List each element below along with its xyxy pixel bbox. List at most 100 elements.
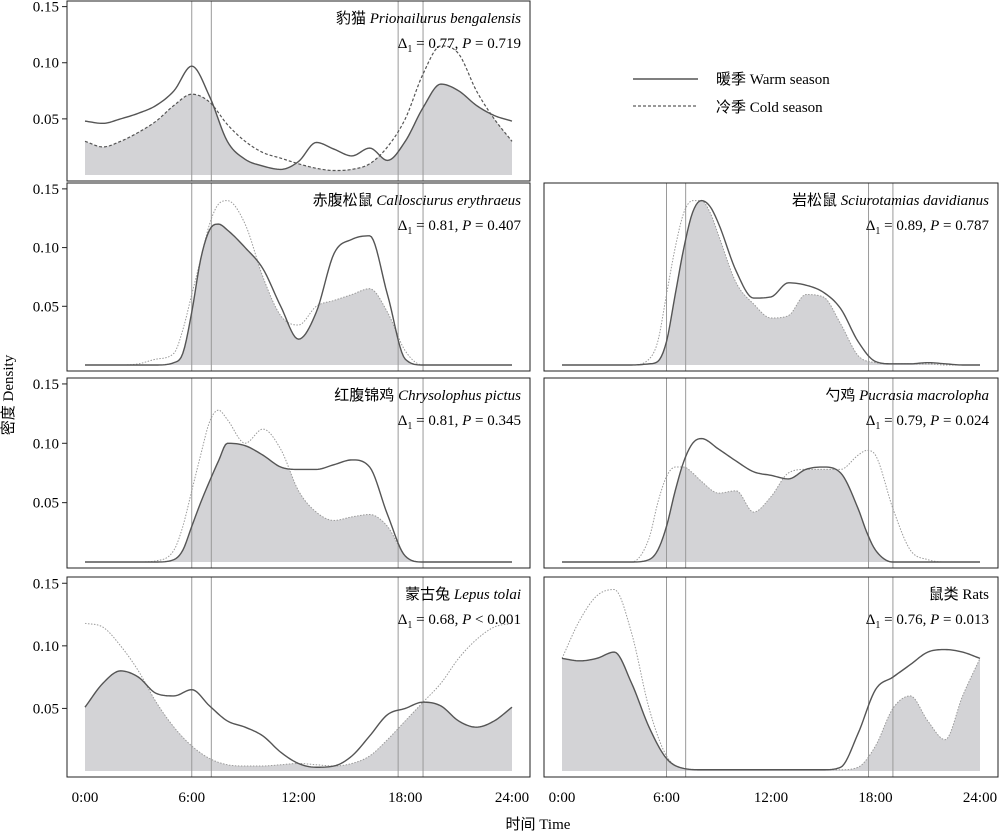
overlap-stat: Δ1 = 0.81, P = 0.345 bbox=[398, 413, 521, 432]
legend: 暖季 Warm season 冷季 Cold season bbox=[633, 71, 830, 116]
panel-frame bbox=[66, 377, 531, 569]
x-tick-label: 18:00 bbox=[388, 790, 422, 806]
warm-season-line bbox=[85, 223, 512, 366]
y-tick-label: 0.15 bbox=[33, 182, 59, 198]
y-tick-label: 0.10 bbox=[33, 639, 59, 655]
panels-layer: 0.05 0.10 0.15 豹猫 Prionailurus bengalensis Δ… bbox=[33, 0, 999, 778]
delta-symbol: Δ bbox=[398, 413, 408, 429]
overlap-stat: Δ1 = 0.77, P = 0.719 bbox=[398, 36, 521, 55]
delta-value: = 0.77, bbox=[412, 36, 462, 52]
panel-4: 0.05 0.10 0.15 红腹锦鸡 Chrysolophus pictus Δ1 =… bbox=[33, 377, 531, 569]
x-tick-labels-right: 0:00 6:00 12:00 18:00 24:00 bbox=[549, 790, 997, 806]
p-symbol: P bbox=[461, 218, 471, 234]
species-name-sci: Lepus tolai bbox=[453, 587, 521, 603]
delta-symbol: Δ bbox=[866, 413, 876, 429]
cold-season-line bbox=[85, 409, 512, 563]
x-tick-label: 0:00 bbox=[72, 790, 99, 806]
p-symbol: P bbox=[461, 413, 471, 429]
species-name-sci: Pucrasia macrolopha bbox=[858, 388, 989, 404]
x-tick-labels-left: 0:00 6:00 12:00 18:00 24:00 bbox=[72, 790, 529, 806]
delta-value: = 0.81, bbox=[412, 413, 462, 429]
panel-7: 鼠类 Rats Δ1 = 0.76, P = 0.013 bbox=[543, 576, 999, 778]
overlap-stat: Δ1 = 0.89, P = 0.787 bbox=[866, 218, 990, 237]
x-tick-label: 18:00 bbox=[858, 790, 892, 806]
x-axis-title: 时间 Time bbox=[506, 816, 571, 833]
p-value: < 0.001 bbox=[471, 612, 521, 628]
x-tick-label: 6:00 bbox=[653, 790, 680, 806]
y-tick-label: 0.15 bbox=[33, 576, 59, 592]
panel-title: 红腹锦鸡 Chrysolophus pictus bbox=[334, 387, 521, 404]
species-name-sci: Rats bbox=[962, 587, 989, 603]
species-name-sci: Chrysolophus pictus bbox=[398, 388, 521, 404]
species-name-sci: Callosciurus erythraeus bbox=[376, 193, 521, 209]
delta-symbol: Δ bbox=[866, 218, 876, 234]
delta-subscript: 1 bbox=[407, 620, 412, 631]
warm-season-line bbox=[562, 437, 980, 563]
overlap-area bbox=[85, 224, 512, 365]
panel-frame bbox=[543, 576, 999, 778]
warm-season-line bbox=[85, 442, 512, 563]
panel-5: 勺鸡 Pucrasia macrolopha Δ1 = 0.79, P = 0.0… bbox=[543, 377, 999, 569]
x-tick-label: 12:00 bbox=[754, 790, 788, 806]
overlap-area bbox=[85, 670, 512, 771]
overlap-area bbox=[562, 200, 980, 365]
panel-frame bbox=[66, 182, 531, 372]
legend-warm-label: 暖季 Warm season bbox=[716, 71, 830, 88]
p-symbol: P bbox=[929, 218, 939, 234]
x-tick-label: 0:00 bbox=[549, 790, 576, 806]
panel-frame bbox=[543, 377, 999, 569]
species-name-sci: Prionailurus bengalensis bbox=[369, 11, 521, 27]
y-tick-label: 0.05 bbox=[33, 112, 59, 128]
p-value: = 0.345 bbox=[471, 413, 521, 429]
p-value: = 0.407 bbox=[471, 218, 521, 234]
panel-title: 鼠类 Rats bbox=[929, 586, 990, 603]
overlap-stat: Δ1 = 0.68, P < 0.001 bbox=[398, 612, 521, 631]
y-tick-label: 0.10 bbox=[33, 241, 59, 257]
delta-value: = 0.68, bbox=[412, 612, 462, 628]
overlap-area bbox=[562, 652, 980, 771]
y-axis-title: 密度 Density bbox=[0, 354, 17, 435]
species-name-cn: 鼠类 bbox=[929, 586, 963, 603]
panel-1: 0.05 0.10 0.15 豹猫 Prionailurus bengalensis Δ… bbox=[33, 0, 531, 182]
legend-cold-label: 冷季 Cold season bbox=[716, 99, 823, 116]
warm-season-line bbox=[84, 65, 513, 171]
species-name-cn: 豹猫 bbox=[336, 10, 370, 27]
delta-value: = 0.81, bbox=[412, 218, 462, 234]
x-tick-label: 12:00 bbox=[281, 790, 315, 806]
panel-title: 蒙古兔 Lepus tolai bbox=[405, 586, 521, 603]
panel-title: 岩松鼠 Sciurotamias davidianus bbox=[792, 192, 989, 209]
delta-value: = 0.79, bbox=[880, 413, 930, 429]
panel-2: 0.05 0.10 0.15 赤腹松鼠 Callosciurus erythraeus… bbox=[33, 182, 531, 372]
species-name-cn: 岩松鼠 bbox=[792, 192, 841, 209]
species-name-sci: Sciurotamias davidianus bbox=[841, 193, 989, 209]
y-tick-label: 0.05 bbox=[33, 299, 59, 315]
x-tick-label: 24:00 bbox=[963, 790, 997, 806]
panel-frame bbox=[66, 0, 531, 182]
p-value: = 0.787 bbox=[939, 218, 989, 234]
warm-season-line bbox=[562, 199, 980, 366]
p-value: = 0.013 bbox=[939, 612, 989, 628]
y-tick-label: 0.05 bbox=[33, 496, 59, 512]
overlap-stat: Δ1 = 0.81, P = 0.407 bbox=[398, 218, 522, 237]
y-tick-label: 0.10 bbox=[33, 436, 59, 452]
delta-subscript: 1 bbox=[875, 620, 880, 631]
p-value: = 0.024 bbox=[939, 413, 989, 429]
overlap-stat: Δ1 = 0.79, P = 0.024 bbox=[866, 413, 990, 432]
delta-symbol: Δ bbox=[398, 36, 408, 52]
y-tick-label: 0.10 bbox=[33, 56, 59, 72]
warm-season-line bbox=[561, 648, 981, 771]
x-tick-label: 24:00 bbox=[495, 790, 529, 806]
delta-value: = 0.89, bbox=[880, 218, 930, 234]
delta-subscript: 1 bbox=[875, 226, 880, 237]
delta-subscript: 1 bbox=[407, 421, 412, 432]
delta-subscript: 1 bbox=[875, 421, 880, 432]
overlap-stat: Δ1 = 0.76, P = 0.013 bbox=[866, 612, 989, 631]
p-value: = 0.719 bbox=[471, 36, 521, 52]
panel-title: 勺鸡 Pucrasia macrolopha bbox=[825, 387, 989, 404]
cold-season-line bbox=[84, 45, 513, 172]
delta-symbol: Δ bbox=[398, 218, 408, 234]
delta-subscript: 1 bbox=[407, 226, 412, 237]
species-name-cn: 勺鸡 bbox=[825, 387, 859, 404]
overlap-area bbox=[85, 443, 512, 562]
